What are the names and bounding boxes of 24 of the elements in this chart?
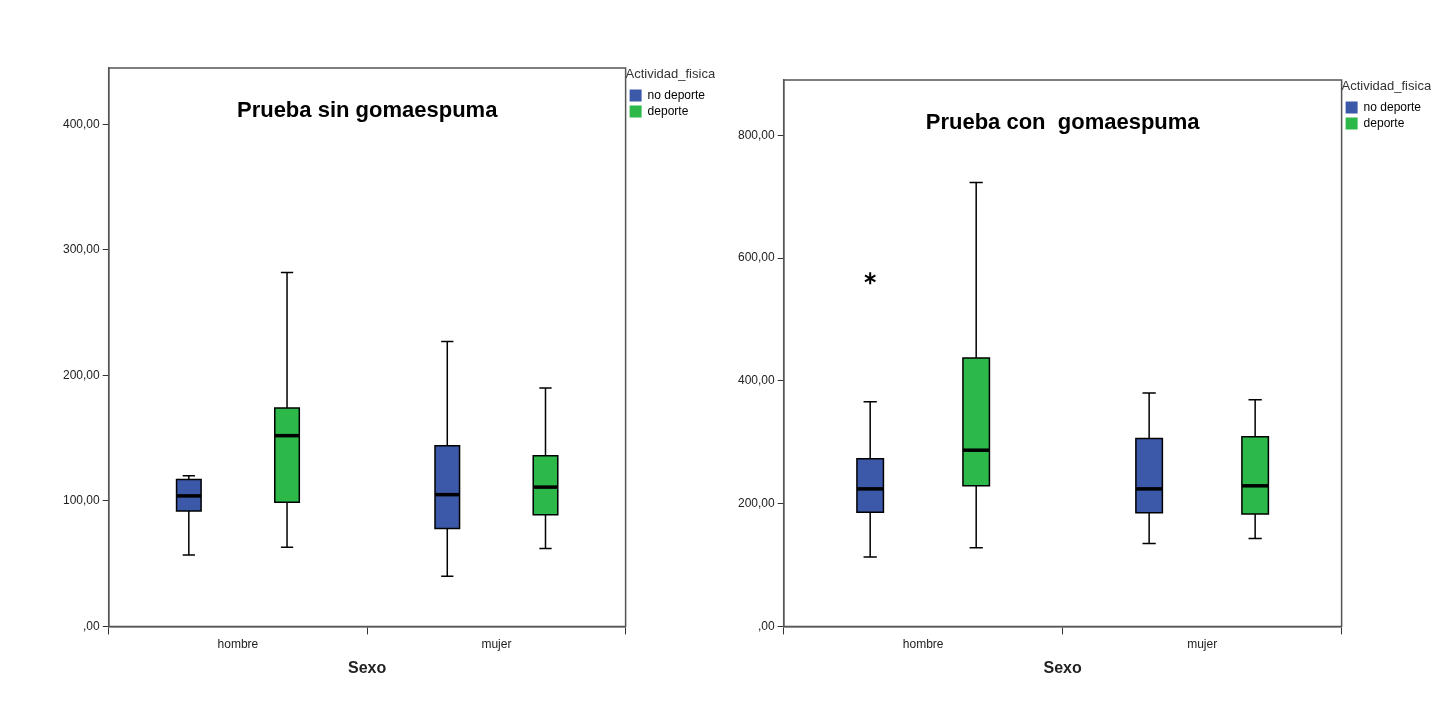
x-axis-title: Sexo: [1043, 658, 1082, 676]
y-tick-label: 400,00: [738, 373, 776, 388]
legend-title: Actividad_fisica: [1341, 78, 1431, 94]
legend-label: no deporte: [1363, 99, 1422, 114]
y-tick-label: 400,00: [63, 116, 101, 131]
y-tick-label: ,00: [758, 618, 776, 633]
y-tick-label: 100,00: [63, 493, 101, 508]
legend-label: no deporte: [647, 87, 706, 102]
y-tick-label: 300,00: [63, 242, 101, 257]
legend-label: deporte: [1363, 115, 1405, 130]
x-axis-title: Sexo: [348, 658, 387, 676]
legend-label: deporte: [647, 103, 689, 118]
y-tick-label: 800,00: [738, 127, 776, 142]
y-tick-label: 600,00: [738, 250, 776, 265]
text: Prueba con gomaespuma: [925, 109, 1201, 135]
text: Prueba sin gomaespuma: [236, 97, 499, 123]
y-tick-label: 200,00: [738, 495, 776, 510]
x-tick-label: hombre: [217, 636, 259, 651]
y-tick-label: ,00: [83, 618, 101, 633]
y-tick-label: 200,00: [63, 367, 101, 382]
x-tick-label: mujer: [1187, 636, 1218, 651]
legend-title: Actividad_fisica: [625, 66, 716, 82]
x-tick-label: mujer: [481, 636, 512, 651]
x-tick-label: hombre: [902, 636, 944, 651]
